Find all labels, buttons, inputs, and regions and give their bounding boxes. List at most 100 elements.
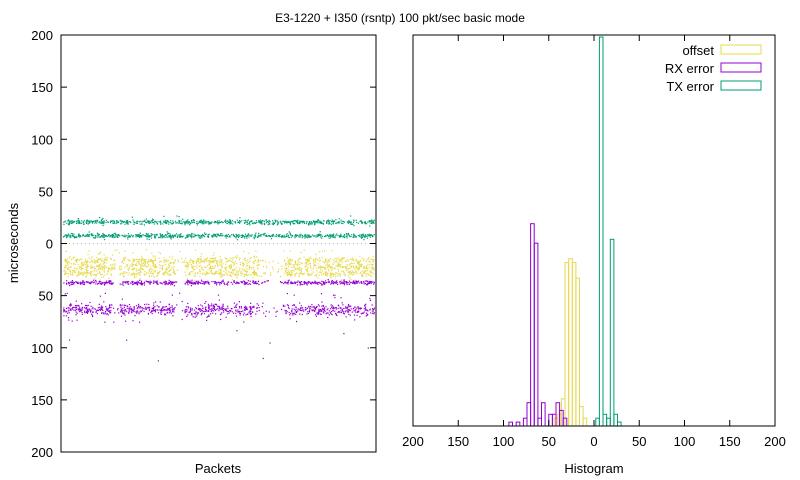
scatter-point — [372, 234, 374, 236]
scatter-point — [101, 267, 103, 269]
scatter-point — [156, 275, 158, 277]
scatter-point — [291, 310, 293, 312]
scatter-point — [87, 272, 89, 274]
scatter-point — [152, 308, 155, 310]
scatter-point — [369, 236, 372, 238]
scatter-point — [313, 235, 316, 237]
scatter-point — [143, 234, 145, 237]
scatter-point — [187, 221, 189, 223]
scatter-point — [347, 282, 349, 284]
scatter-point — [228, 312, 230, 314]
scatter-point — [294, 309, 296, 311]
scatter-point — [360, 313, 362, 315]
scatter-point — [230, 264, 232, 266]
scatter-point — [177, 222, 179, 224]
scatter-point — [184, 283, 186, 285]
scatter-point — [301, 284, 303, 286]
scatter-point — [309, 273, 311, 275]
scatter-point — [73, 271, 75, 273]
scatter-point — [334, 235, 336, 238]
scatter-point — [65, 235, 67, 237]
scatter-point — [81, 263, 83, 265]
scatter-point — [124, 258, 126, 260]
scatter-point — [370, 220, 372, 222]
scatter-point — [339, 261, 341, 263]
scatter-point — [107, 221, 109, 223]
scatter-point — [285, 265, 287, 267]
scatter-point — [322, 261, 324, 263]
scatter-point — [367, 269, 369, 272]
scatter-point — [225, 257, 228, 259]
scatter-point — [218, 235, 221, 237]
scatter-point — [358, 311, 360, 313]
scatter-point — [78, 234, 80, 236]
scatter-point — [329, 272, 331, 274]
scatter-point — [65, 315, 67, 317]
scatter-point — [105, 266, 107, 268]
scatter-point — [306, 237, 309, 239]
scatter-point — [365, 260, 367, 262]
scatter-point — [341, 309, 343, 311]
scatter-points — [63, 215, 376, 362]
scatter-point — [197, 280, 199, 282]
scatter-point — [334, 310, 336, 312]
scatter-point — [74, 259, 76, 261]
scatter-point — [318, 219, 320, 221]
scatter-point — [166, 231, 168, 233]
scatter-point — [95, 237, 97, 239]
scatter-point — [201, 222, 203, 224]
scatter-point — [190, 234, 192, 236]
scatter-point — [371, 310, 373, 312]
scatter-point — [358, 264, 360, 266]
scatter-point — [72, 234, 74, 236]
scatter-point — [67, 219, 69, 221]
scatter-point — [258, 232, 260, 234]
scatter-point — [356, 314, 358, 316]
scatter-point — [171, 266, 173, 268]
scatter-point — [366, 275, 368, 277]
scatter-point — [319, 309, 321, 311]
scatter-point — [263, 272, 265, 274]
scatter-point — [300, 307, 302, 309]
scatter-point — [102, 233, 104, 235]
scatter-point — [197, 281, 199, 283]
scatter-point — [277, 271, 279, 273]
scatter-point — [88, 235, 90, 238]
scatter-point — [153, 302, 155, 304]
scatter-point — [372, 255, 374, 258]
scatter-point — [170, 236, 172, 238]
x-tick-label: 200 — [764, 434, 786, 449]
scatter-point — [217, 265, 219, 267]
scatter-point — [261, 282, 263, 284]
scatter-point — [128, 280, 130, 283]
scatter-point — [235, 309, 237, 311]
scatter-point — [106, 313, 108, 315]
scatter-point — [276, 310, 278, 312]
scatter-point — [152, 309, 155, 311]
scatter-point — [242, 262, 244, 264]
scatter-point — [148, 309, 150, 312]
scatter-point — [255, 282, 257, 284]
scatter-point — [331, 266, 333, 268]
scatter-point — [112, 234, 114, 236]
scatter-point — [293, 220, 295, 222]
scatter-point — [194, 235, 196, 237]
scatter-point — [327, 261, 329, 263]
scatter-point — [225, 219, 227, 221]
scatter-point — [203, 219, 205, 221]
scatter-point — [249, 258, 251, 260]
scatter-point — [317, 266, 319, 268]
scatter-point — [189, 272, 191, 274]
scatter-point — [332, 274, 334, 276]
scatter-point — [324, 271, 326, 273]
scatter-point — [341, 266, 344, 268]
scatter-point — [252, 281, 254, 283]
scatter-point — [356, 221, 358, 223]
scatter-point — [325, 273, 327, 275]
scatter-point — [150, 275, 153, 277]
scatter-point — [121, 234, 123, 236]
scatter-point — [300, 271, 302, 273]
scatter-point — [276, 235, 278, 237]
scatter-point — [145, 259, 147, 261]
scatter-point — [326, 274, 328, 276]
